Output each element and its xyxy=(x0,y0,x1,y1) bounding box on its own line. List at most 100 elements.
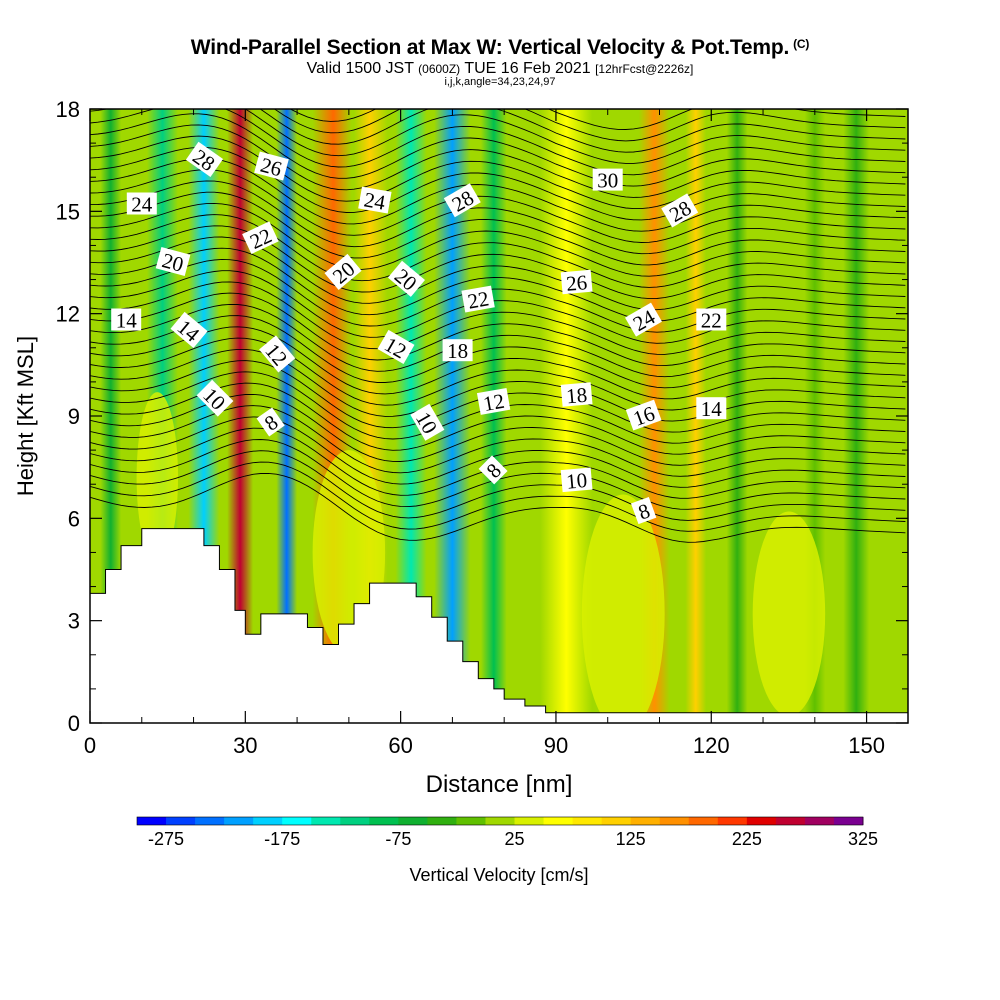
theta-label: 18 xyxy=(442,339,473,363)
theta-label: 20 xyxy=(155,247,191,277)
theta-label-text: 22 xyxy=(466,286,491,313)
y-tick-label: 12 xyxy=(56,302,80,327)
theta-contour-line xyxy=(90,180,906,255)
colorbar-swatch xyxy=(311,817,341,825)
theta-contour-line xyxy=(90,270,906,344)
colorbar-tick-label: 225 xyxy=(732,829,762,849)
theta-contour-line xyxy=(90,292,906,367)
theta-contour-line xyxy=(90,382,906,455)
theta-contour-line xyxy=(90,109,906,164)
colorbar-swatch xyxy=(485,817,516,825)
theta-label: 30 xyxy=(592,168,623,193)
grid-indices: i,j,k,angle=34,23,24,97 xyxy=(444,76,556,88)
theta-label-box xyxy=(256,407,285,437)
colorbar-swatch xyxy=(456,817,486,825)
theta-label-box xyxy=(630,496,657,525)
theta-contour-line xyxy=(90,202,906,277)
theta-label-box xyxy=(242,221,279,255)
colorbar-tick-label: 325 xyxy=(848,829,878,849)
colorbar-swatch xyxy=(659,817,690,825)
theta-label-text: 22 xyxy=(701,309,722,333)
forecast-info: [12hrFcst@2226z] xyxy=(595,62,694,76)
theta-label-box xyxy=(254,151,289,181)
colorbar-swatch xyxy=(224,817,254,825)
y-tick-label: 0 xyxy=(68,711,80,736)
theta-label-box xyxy=(442,339,473,362)
theta-contour-line xyxy=(90,169,906,243)
theta-contour-line xyxy=(90,158,906,232)
colorbar-tick-label: 25 xyxy=(505,829,525,849)
theta-label-box xyxy=(410,403,445,441)
theta-contour-line xyxy=(90,214,906,288)
theta-label-box xyxy=(461,285,495,313)
theta-label: 20 xyxy=(324,253,362,291)
theta-contour-line xyxy=(90,281,906,355)
y-tick-label: 6 xyxy=(68,506,80,531)
copyright-mark: (C) xyxy=(793,37,810,51)
updraft-patch xyxy=(752,511,826,717)
theta-label-box xyxy=(443,183,481,218)
y-axis-label: Height [Kft MSL] xyxy=(13,336,38,496)
colorbar-swatch xyxy=(195,817,225,825)
colorbar-tick-label: -275 xyxy=(148,829,184,849)
theta-contour-line xyxy=(90,303,906,378)
valid-time-z: (0600Z) xyxy=(418,62,461,76)
theta-contour-line xyxy=(90,247,906,322)
theta-label-box xyxy=(696,397,727,420)
theta-label: 14 xyxy=(111,308,142,333)
theta-contour-line xyxy=(90,337,906,411)
x-tick-label: 30 xyxy=(233,733,257,758)
theta-label-box xyxy=(625,302,662,337)
valid-time: Valid 1500 JST xyxy=(306,60,414,77)
colorbar-swatch xyxy=(601,817,632,825)
y-tick-label: 15 xyxy=(56,199,80,224)
theta-label: 18 xyxy=(560,382,593,409)
theta-label-box xyxy=(185,141,224,177)
y-tick-label: 18 xyxy=(56,97,80,122)
theta-contour-line xyxy=(90,146,906,221)
colorbar-swatch xyxy=(543,817,574,825)
theta-label-box xyxy=(478,455,508,485)
colorbar-swatch xyxy=(282,817,312,825)
theta-label-text: 18 xyxy=(565,383,588,409)
theta-contour-line xyxy=(90,258,906,333)
theta-label: 22 xyxy=(696,308,727,333)
x-tick-label: 150 xyxy=(848,733,885,758)
theta-contour-line xyxy=(90,315,906,389)
colorbar-tick-label: 125 xyxy=(616,829,646,849)
updraft-patch xyxy=(136,392,179,563)
theta-contour-line xyxy=(90,124,906,198)
theta-label-text: 14 xyxy=(116,309,138,333)
theta-label-text: 30 xyxy=(597,169,618,193)
theta-label-box xyxy=(324,253,362,291)
theta-label-box xyxy=(196,379,234,417)
colorbar-label: Vertical Velocity [cm/s] xyxy=(409,865,588,885)
theta-label-box xyxy=(259,335,296,373)
theta-label-box xyxy=(377,329,415,364)
theta-label: 24 xyxy=(126,192,157,217)
theta-label-box xyxy=(592,168,623,191)
theta-label-box xyxy=(625,399,662,431)
theta-label-box xyxy=(560,269,593,295)
colorbar-swatch xyxy=(166,817,196,825)
colorbar-swatch xyxy=(804,817,835,825)
colorbar-swatch xyxy=(369,817,399,825)
theta-label: 8 xyxy=(630,496,657,525)
theta-contour-line xyxy=(90,135,906,210)
theta-contour-line xyxy=(90,472,906,543)
colorbar-frame xyxy=(136,816,864,826)
theta-label-text: 26 xyxy=(565,270,588,296)
chart-title-text: Wind-Parallel Section at Max W: Vertical… xyxy=(190,36,790,59)
colorbar-swatch xyxy=(137,817,167,825)
theta-label-text: 24 xyxy=(131,193,153,217)
colorbar-swatch xyxy=(630,817,661,825)
theta-contour-line xyxy=(90,225,906,300)
theta-contour-line xyxy=(90,450,906,521)
theta-label: 26 xyxy=(254,151,289,181)
theta-label-box xyxy=(476,387,511,415)
chart-title: Wind-Parallel Section at Max W: Vertical… xyxy=(0,36,1000,60)
theta-label-box xyxy=(560,467,593,493)
theta-contour-line xyxy=(90,348,906,422)
theta-contour-line xyxy=(90,326,906,400)
